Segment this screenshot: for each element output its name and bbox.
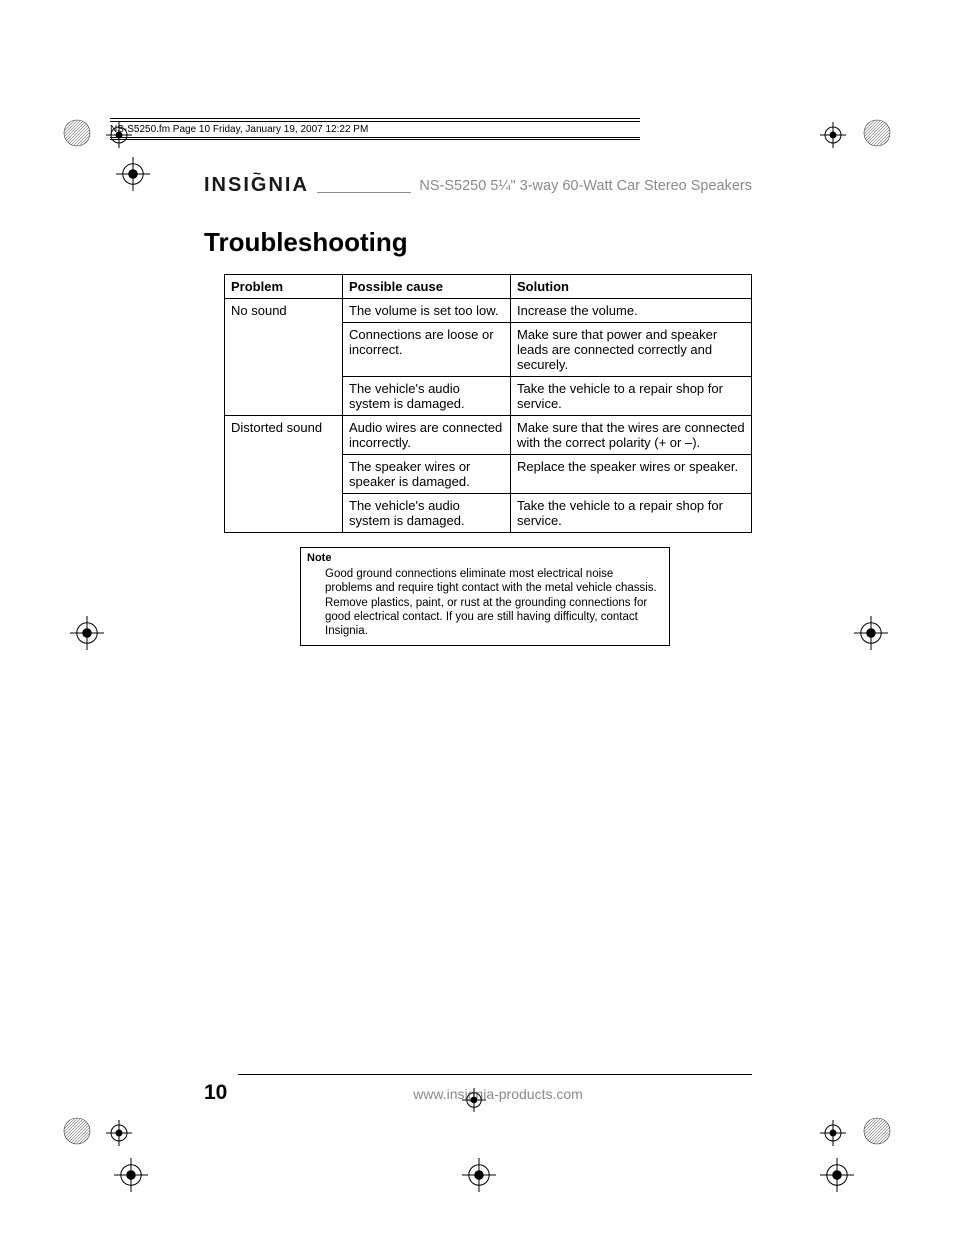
brand-logo: INSIGNIA — [204, 174, 309, 197]
table-header-row: Problem Possible cause Solution — [225, 275, 752, 299]
brand-rule — [317, 192, 411, 193]
note-label: Note — [307, 552, 663, 566]
registration-cross-icon — [106, 122, 132, 153]
th-cause: Possible cause — [343, 275, 511, 299]
troubleshooting-table: Problem Possible cause Solution No sound… — [224, 274, 752, 533]
registration-crosshair-icon — [462, 1088, 486, 1117]
page-number: 10 — [204, 1081, 244, 1105]
td-solution: Make sure that the wires are connected w… — [511, 416, 752, 455]
td-solution: Take the vehicle to a repair shop for se… — [511, 377, 752, 416]
registration-crosshair-icon — [820, 1158, 854, 1197]
td-problem: Distorted sound — [225, 416, 343, 533]
brand-row: INSIGNIA NS-S5250 5¼" 3-way 60-Watt Car … — [204, 174, 752, 197]
th-problem: Problem — [225, 275, 343, 299]
registration-crosshair-icon — [114, 1158, 148, 1197]
registration-cross-icon — [106, 1120, 132, 1151]
td-solution: Replace the speaker wires or speaker. — [511, 455, 752, 494]
td-cause: Audio wires are connected incorrectly. — [343, 416, 511, 455]
note-box: Note Good ground connections eliminate m… — [300, 547, 670, 646]
td-solution: Make sure that power and speaker leads a… — [511, 323, 752, 377]
td-cause: Connections are loose or incorrect. — [343, 323, 511, 377]
print-header-text: NS-S5250.fm Page 10 Friday, January 19, … — [110, 121, 640, 138]
td-problem: No sound — [225, 299, 343, 416]
registration-textured-circle-icon — [62, 118, 92, 153]
td-cause: The vehicle's audio system is damaged. — [343, 494, 511, 533]
section-title: Troubleshooting — [204, 227, 752, 258]
table-row: No sound The volume is set too low. Incr… — [225, 299, 752, 323]
page-content: INSIGNIA NS-S5250 5¼" 3-way 60-Watt Car … — [204, 174, 752, 646]
table-row: Distorted sound Audio wires are connecte… — [225, 416, 752, 455]
registration-textured-circle-icon — [862, 1116, 892, 1151]
td-cause: The vehicle's audio system is damaged. — [343, 377, 511, 416]
td-solution: Increase the volume. — [511, 299, 752, 323]
th-solution: Solution — [511, 275, 752, 299]
registration-cross-icon — [820, 122, 846, 153]
product-subtitle: NS-S5250 5¼" 3-way 60-Watt Car Stereo Sp… — [419, 178, 752, 197]
registration-textured-circle-icon — [862, 118, 892, 153]
footer-url: www.insignia-products.com — [244, 1086, 752, 1102]
note-body: Good ground connections eliminate most e… — [307, 567, 663, 639]
footer-rule — [238, 1074, 752, 1075]
print-header: NS-S5250.fm Page 10 Friday, January 19, … — [110, 118, 640, 140]
td-cause: The speaker wires or speaker is damaged. — [343, 455, 511, 494]
registration-textured-circle-icon — [62, 1116, 92, 1151]
registration-cross-icon — [820, 1120, 846, 1151]
td-cause: The volume is set too low. — [343, 299, 511, 323]
registration-crosshair-icon — [854, 616, 888, 655]
td-solution: Take the vehicle to a repair shop for se… — [511, 494, 752, 533]
registration-crosshair-icon — [462, 1158, 496, 1197]
registration-crosshair-icon — [70, 616, 104, 655]
registration-crosshair-icon — [116, 157, 150, 196]
